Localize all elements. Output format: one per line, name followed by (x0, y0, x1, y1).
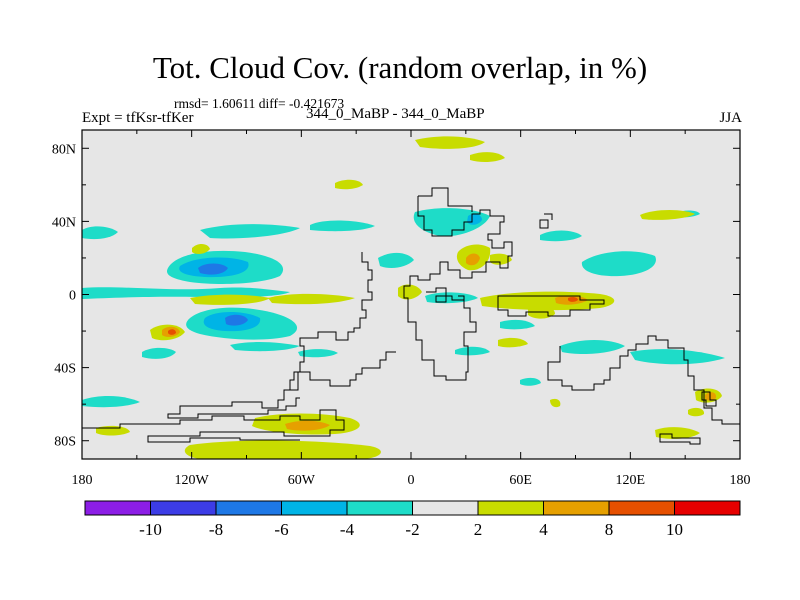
coastline-asia-south (497, 295, 605, 317)
contour-band (378, 252, 414, 268)
y-tick-label: 0 (69, 289, 76, 304)
colorbar-label: 10 (666, 520, 683, 539)
contour-band (142, 347, 176, 359)
coastline-americas (289, 252, 396, 391)
contour-band (500, 319, 535, 330)
contour-band (184, 440, 381, 459)
axes: 180 120W 60W 0 60E 120E 180 80N 40N 0 40S 80S (52, 130, 751, 488)
x-tick-label: 60W (288, 473, 316, 488)
colorbar-swatch (84, 500, 151, 516)
colorbar-swatch (543, 500, 610, 516)
contour-band (225, 314, 248, 326)
contour-band (520, 377, 541, 386)
contour-band (540, 230, 582, 242)
colorbar-label: 2 (474, 520, 483, 539)
coastlines (82, 187, 740, 445)
x-tick-label: 0 (408, 473, 415, 488)
x-tick-label: 180 (72, 473, 93, 488)
colorbar-label: -8 (209, 520, 223, 539)
x-tick-label: 180 (730, 473, 751, 488)
colorbar-swatch (608, 500, 675, 516)
y-tick-label: 80N (52, 142, 76, 157)
contour-band (82, 226, 118, 240)
coastline-antarctica (82, 409, 345, 443)
colorbar-swatch (215, 500, 282, 516)
contour-band (230, 342, 300, 352)
contour-band (192, 243, 210, 254)
chart-title: Tot. Cloud Cov. (random overlap, in %) (152, 50, 648, 85)
stats-text: rmsd= 1.60611 diff= -0.421673 (174, 96, 345, 111)
coastline-australia (547, 335, 740, 425)
colorbar-label: -10 (139, 520, 162, 539)
colorbar-swatch (281, 500, 348, 516)
contour-band (190, 294, 270, 305)
y-tick-label: 40S (54, 362, 76, 377)
contour-band (455, 346, 490, 356)
colorbar-swatch (477, 500, 544, 516)
coastline-indonesia (539, 213, 553, 229)
contour-band (498, 337, 528, 348)
x-tick-label: 60E (509, 473, 532, 488)
runs-label: 344_0_MaBP - 344_0_MaBP (306, 106, 485, 122)
experiment-label: Expt = tfKsr-tfKer (82, 110, 194, 126)
contour-band (560, 340, 625, 354)
coastline-new-zealand (701, 391, 717, 407)
colorbar-label: 8 (605, 520, 614, 539)
x-tick-label: 120W (175, 473, 210, 488)
colorbar-swatch (674, 500, 741, 516)
colorbar-label: 4 (539, 520, 548, 539)
colorbar-label: -4 (340, 520, 355, 539)
contour-band (568, 296, 578, 302)
contour-band (688, 407, 705, 417)
contour-band (415, 136, 485, 149)
contour-band (466, 253, 480, 266)
colorbar-label: -2 (405, 520, 419, 539)
contour-band (298, 349, 338, 358)
y-tick-label: 40N (52, 215, 76, 230)
colorbar-swatch (412, 500, 479, 516)
contour-band (285, 420, 330, 431)
coastline-africa-eurasia (403, 196, 513, 381)
contour-band (82, 396, 140, 408)
colorbar-swatch (346, 500, 413, 516)
y-tick-label: 80S (54, 435, 76, 450)
contour-band (168, 329, 176, 335)
contour-band (581, 251, 656, 277)
coastline-islands (435, 295, 465, 303)
contour-band (550, 398, 561, 408)
contour-band (200, 224, 300, 239)
contour-band (705, 392, 717, 401)
coastline-asia (418, 187, 473, 212)
contour-band (268, 293, 355, 305)
coastline-south-america (167, 389, 300, 419)
contour-band (640, 210, 695, 220)
contour-band (198, 263, 228, 275)
x-tick-label: 120E (616, 473, 646, 488)
colorbar-swatch (150, 500, 217, 516)
contour-band (470, 152, 505, 163)
contour-band (310, 220, 375, 232)
colorbar-label: -6 (274, 520, 288, 539)
colorbar: -10 -8 -6 -4 -2 2 4 8 10 (84, 500, 741, 539)
contour-band (655, 427, 700, 439)
coastline-antarctic-east (659, 433, 701, 445)
contour-band (335, 179, 363, 190)
contour-band (630, 349, 725, 365)
season-label: JJA (719, 110, 742, 126)
